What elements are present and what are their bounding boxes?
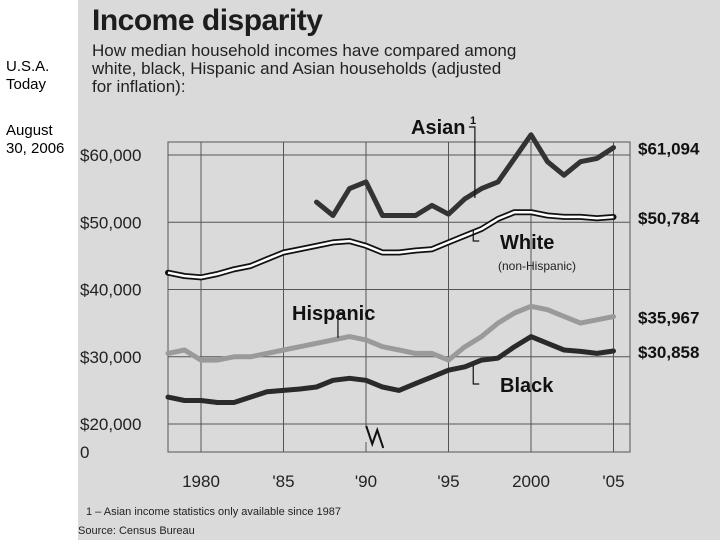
black-series-label: Black: [500, 375, 554, 397]
black-leader-line: [472, 365, 480, 385]
series-layer: [165, 132, 617, 405]
source-credit: Source: Census Bureau: [78, 525, 195, 537]
chart-title: Income disparity: [92, 4, 323, 37]
x-tick-label: '90: [355, 472, 377, 491]
hispanic-series-label: Hispanic: [292, 303, 375, 325]
axis-layer: 0 $20,000 $30,000 $40,000 $50,000 $60,000 1980…: [80, 146, 625, 491]
y-tick-label: $50,000: [80, 213, 141, 232]
margin-note-date: August 30, 2006: [6, 122, 65, 157]
chart-subtitle: How median household incomes have compar…: [92, 41, 517, 96]
x-tick-label: '05: [602, 472, 624, 491]
black-end-value: $30,858: [638, 343, 699, 362]
x-tick-label: '85: [272, 472, 294, 491]
white-series-inner: [167, 210, 614, 279]
asian-series-line: [314, 132, 616, 218]
white-series-label: White: [500, 232, 554, 254]
y-tick-label: $60,000: [80, 146, 141, 165]
white-leader-line: [472, 229, 480, 242]
income-chart: 0 $20,000 $30,000 $40,000 $50,000 $60,000 1980…: [80, 115, 700, 491]
x-tick-label: 1980: [182, 472, 220, 491]
asian-footnote-mark: 1: [470, 115, 476, 127]
asian-series-label: Asian: [411, 117, 465, 139]
hispanic-series-line: [165, 303, 616, 363]
asian-footnote: 1 – Asian income statistics only availab…: [86, 506, 341, 518]
margin-note-publication: U.S.A. Today: [6, 58, 50, 93]
y-tick-label: 0: [80, 443, 89, 462]
grid-layer: [167, 141, 631, 453]
y-tick-label: $40,000: [80, 281, 141, 300]
hispanic-end-value: $35,967: [638, 309, 699, 328]
axis-break-mark: [365, 425, 385, 449]
y-tick-label: $20,000: [80, 415, 141, 434]
label-layer: $61,094 $50,784 $35,967 $30,858 Asian 1 White (…: [292, 115, 700, 397]
asian-leader-line: [468, 126, 476, 199]
newspaper-clipping: Income disparity How median household in…: [78, 0, 720, 540]
black-series-line: [165, 334, 616, 405]
x-tick-label: '95: [437, 472, 459, 491]
asian-end-value: $61,094: [638, 140, 700, 159]
white-series-sublabel: (non-Hispanic): [498, 259, 576, 273]
plot-frame: [167, 141, 631, 453]
x-tick-label: 2000: [512, 472, 550, 491]
white-end-value: $50,784: [638, 209, 700, 228]
y-tick-label: $30,000: [80, 348, 141, 367]
hispanic-leader-line: [337, 312, 344, 338]
